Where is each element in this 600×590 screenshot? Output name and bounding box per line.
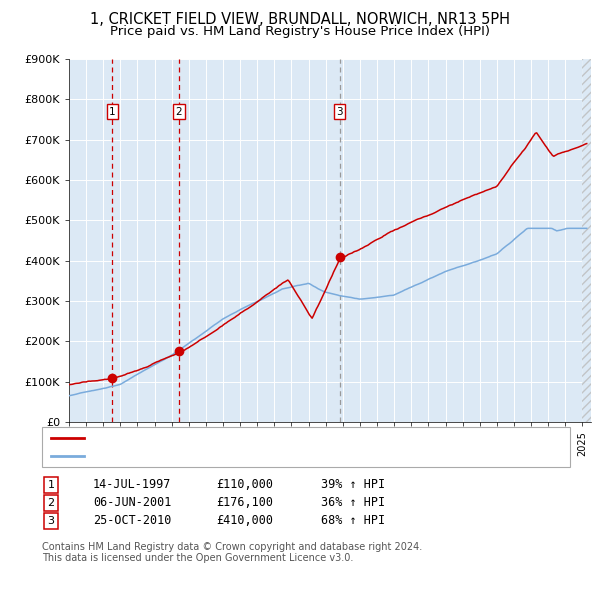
Text: £410,000: £410,000 [216, 514, 273, 527]
Text: 3: 3 [336, 107, 343, 117]
Text: Price paid vs. HM Land Registry's House Price Index (HPI): Price paid vs. HM Land Registry's House … [110, 25, 490, 38]
Text: 06-JUN-2001: 06-JUN-2001 [93, 496, 172, 509]
Text: £176,100: £176,100 [216, 496, 273, 509]
Text: 36% ↑ HPI: 36% ↑ HPI [321, 496, 385, 509]
Text: 1, CRICKET FIELD VIEW, BRUNDALL, NORWICH, NR13 5PH: 1, CRICKET FIELD VIEW, BRUNDALL, NORWICH… [90, 12, 510, 27]
Text: 68% ↑ HPI: 68% ↑ HPI [321, 514, 385, 527]
Text: 1, CRICKET FIELD VIEW, BRUNDALL, NORWICH, NR13 5PH (detached house): 1, CRICKET FIELD VIEW, BRUNDALL, NORWICH… [91, 434, 485, 444]
Text: £110,000: £110,000 [216, 478, 273, 491]
Text: 39% ↑ HPI: 39% ↑ HPI [321, 478, 385, 491]
Text: 1: 1 [47, 480, 55, 490]
Text: Contains HM Land Registry data © Crown copyright and database right 2024.
This d: Contains HM Land Registry data © Crown c… [42, 542, 422, 563]
Text: 2: 2 [47, 498, 55, 507]
Text: 1: 1 [109, 107, 116, 117]
Text: 3: 3 [47, 516, 55, 526]
Text: 14-JUL-1997: 14-JUL-1997 [93, 478, 172, 491]
Text: HPI: Average price, detached house, Broadland: HPI: Average price, detached house, Broa… [91, 451, 337, 461]
Text: 25-OCT-2010: 25-OCT-2010 [93, 514, 172, 527]
Text: 2: 2 [176, 107, 182, 117]
